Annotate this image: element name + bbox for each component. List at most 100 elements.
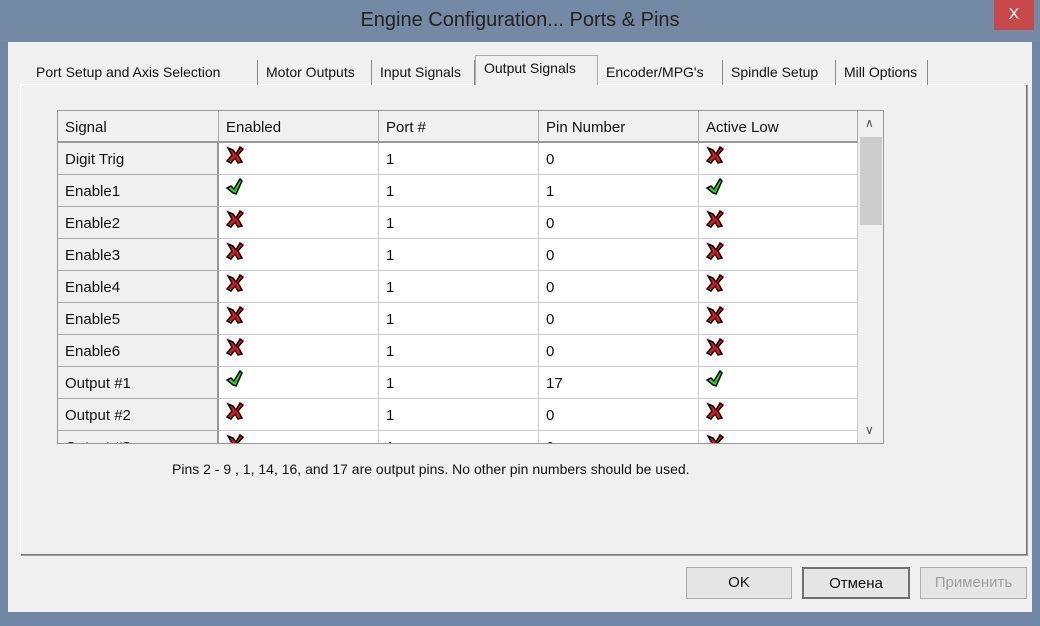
enabled-cell[interactable] [219, 431, 379, 443]
port-cell[interactable]: 1 [379, 367, 539, 399]
enabled-cell[interactable] [219, 335, 379, 367]
red-x-icon[interactable] [705, 433, 725, 443]
port-cell[interactable]: 1 [379, 143, 539, 175]
red-x-icon[interactable] [705, 273, 725, 297]
table-row[interactable]: Output #1 1 17 [58, 367, 858, 399]
tab-spindle-setup[interactable]: Spindle Setup [723, 60, 836, 85]
table-row[interactable]: Digit Trig 1 0 [58, 143, 858, 175]
active-low-cell[interactable] [699, 239, 858, 271]
green-check-icon[interactable] [705, 369, 725, 393]
scroll-down-icon[interactable]: ∨ [865, 423, 874, 437]
red-x-icon[interactable] [225, 241, 245, 265]
ok-button[interactable]: OK [686, 567, 792, 599]
pin-cell[interactable]: 0 [539, 303, 699, 335]
title-bar: Engine Configuration... Ports & Pins X [0, 0, 1040, 42]
port-cell[interactable]: 1 [379, 239, 539, 271]
tab-encoder-mpg-s[interactable]: Encoder/MPG's [598, 60, 723, 85]
column-header-signal[interactable]: Signal [58, 111, 219, 143]
enabled-cell[interactable] [219, 207, 379, 239]
green-check-icon[interactable] [225, 177, 245, 201]
enabled-cell[interactable] [219, 271, 379, 303]
enabled-cell[interactable] [219, 175, 379, 207]
signal-cell: Enable6 [58, 335, 219, 367]
pin-cell[interactable]: 0 [539, 431, 699, 443]
red-x-icon[interactable] [705, 337, 725, 361]
table-row[interactable]: Enable2 1 0 [58, 207, 858, 239]
red-x-icon[interactable] [705, 401, 725, 425]
table-row[interactable]: Enable3 1 0 [58, 239, 858, 271]
red-x-icon[interactable] [225, 433, 245, 443]
red-x-icon[interactable] [225, 305, 245, 329]
red-x-icon[interactable] [225, 145, 245, 169]
pin-cell[interactable]: 0 [539, 207, 699, 239]
pin-cell[interactable]: 0 [539, 399, 699, 431]
vertical-scrollbar[interactable]: ∧ ∨ [858, 111, 883, 443]
tab-motor-outputs[interactable]: Motor Outputs [258, 60, 372, 85]
port-cell[interactable]: 1 [379, 175, 539, 207]
column-header-active-low[interactable]: Active Low [699, 111, 858, 143]
tab-port-setup-and-axis-selection[interactable]: Port Setup and Axis Selection [28, 60, 258, 85]
active-low-cell[interactable] [699, 431, 858, 443]
signal-cell: Enable5 [58, 303, 219, 335]
enabled-cell[interactable] [219, 399, 379, 431]
close-button[interactable]: X [994, 0, 1034, 30]
tab-input-signals[interactable]: Input Signals [372, 60, 475, 85]
pin-cell[interactable]: 0 [539, 239, 699, 271]
green-check-icon[interactable] [225, 369, 245, 393]
red-x-icon[interactable] [225, 209, 245, 233]
column-header-pin[interactable]: Pin Number [539, 111, 699, 143]
enabled-cell[interactable] [219, 239, 379, 271]
table-row[interactable]: Enable1 1 1 [58, 175, 858, 207]
red-x-icon[interactable] [705, 145, 725, 169]
cancel-button[interactable]: Отмена [802, 567, 910, 599]
pin-cell[interactable]: 17 [539, 367, 699, 399]
active-low-cell[interactable] [699, 367, 858, 399]
active-low-cell[interactable] [699, 175, 858, 207]
table-row[interactable]: Output #3 10 [58, 431, 858, 443]
active-low-cell[interactable] [699, 207, 858, 239]
table-row[interactable]: Enable5 1 0 [58, 303, 858, 335]
table-row[interactable]: Enable6 1 0 [58, 335, 858, 367]
grid-header: Signal Enabled Port # Pin Number Active Low [58, 111, 858, 143]
enabled-cell[interactable] [219, 303, 379, 335]
scroll-up-icon[interactable]: ∧ [865, 116, 874, 130]
active-low-cell[interactable] [699, 399, 858, 431]
scrollbar-thumb[interactable] [860, 137, 882, 225]
column-header-port[interactable]: Port # [379, 111, 539, 143]
pin-info-note: Pins 2 - 9 , 1, 14, 16, and 17 are outpu… [172, 461, 690, 477]
tab-output-signals[interactable]: Output Signals [475, 55, 598, 85]
red-x-icon[interactable] [705, 209, 725, 233]
signal-cell: Output #2 [58, 399, 219, 431]
port-cell[interactable]: 1 [379, 207, 539, 239]
active-low-cell[interactable] [699, 335, 858, 367]
pin-cell[interactable]: 0 [539, 143, 699, 175]
port-cell[interactable]: 1 [379, 303, 539, 335]
red-x-icon[interactable] [225, 337, 245, 361]
output-signals-grid: Signal Enabled Port # Pin Number Active Low D… [57, 110, 884, 444]
column-header-enabled[interactable]: Enabled [219, 111, 379, 143]
red-x-icon[interactable] [225, 401, 245, 425]
pin-cell[interactable]: 1 [539, 175, 699, 207]
signal-cell: Enable1 [58, 175, 219, 207]
port-cell[interactable]: 1 [379, 271, 539, 303]
port-cell[interactable]: 1 [379, 335, 539, 367]
signal-cell: Enable2 [58, 207, 219, 239]
red-x-icon[interactable] [705, 305, 725, 329]
active-low-cell[interactable] [699, 143, 858, 175]
enabled-cell[interactable] [219, 367, 379, 399]
port-cell[interactable]: 1 [379, 431, 539, 443]
table-row[interactable]: Enable4 1 0 [58, 271, 858, 303]
table-row[interactable]: Output #2 1 0 [58, 399, 858, 431]
signal-cell: Output #1 [58, 367, 219, 399]
apply-button[interactable]: Применить [920, 567, 1027, 599]
red-x-icon[interactable] [705, 241, 725, 265]
enabled-cell[interactable] [219, 143, 379, 175]
red-x-icon[interactable] [225, 273, 245, 297]
green-check-icon[interactable] [705, 177, 725, 201]
pin-cell[interactable]: 0 [539, 271, 699, 303]
pin-cell[interactable]: 0 [539, 335, 699, 367]
active-low-cell[interactable] [699, 303, 858, 335]
port-cell[interactable]: 1 [379, 399, 539, 431]
tab-mill-options[interactable]: Mill Options [836, 60, 928, 85]
active-low-cell[interactable] [699, 271, 858, 303]
